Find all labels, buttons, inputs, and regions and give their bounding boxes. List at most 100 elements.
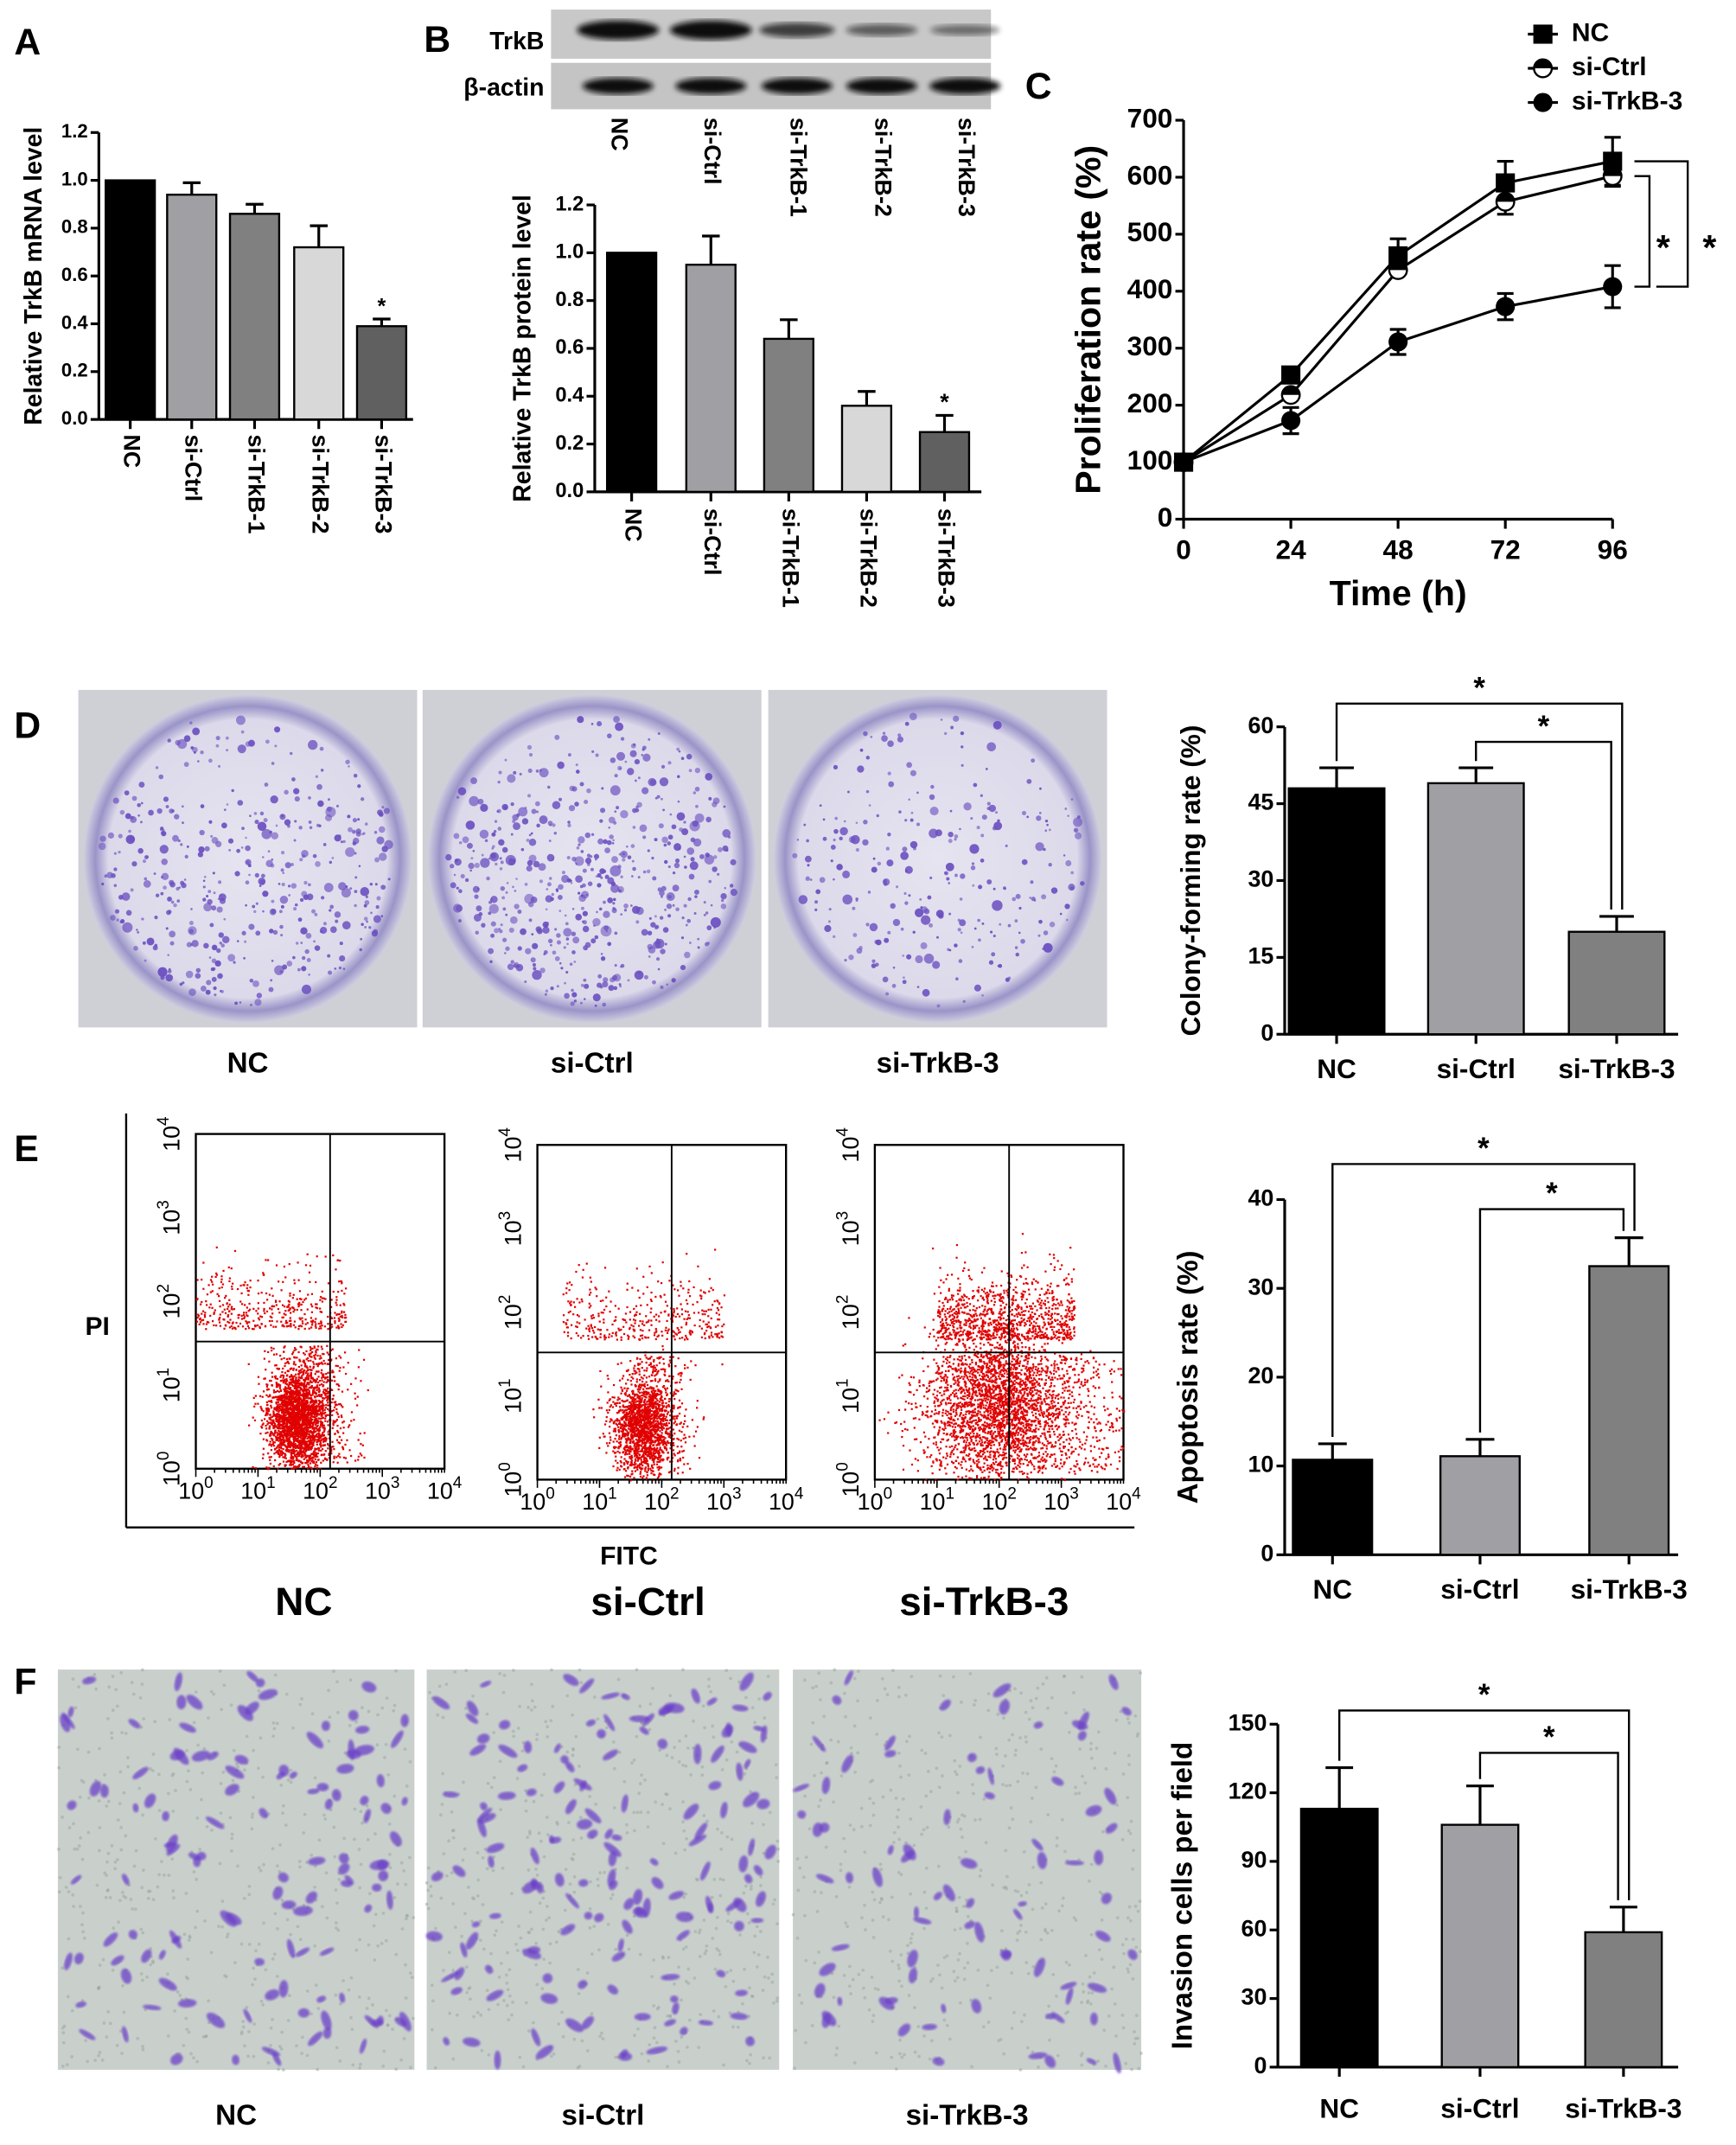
event-dot [321,1425,323,1427]
event-dot [309,1355,311,1357]
event-dot [276,1408,279,1411]
colony [558,961,562,965]
event-dot [278,1390,280,1393]
bar [1426,782,1525,1036]
event-dot [290,1323,292,1325]
colony [294,795,300,802]
colony [834,816,839,820]
colony [661,797,663,801]
colony [612,902,616,905]
event-dot [282,1433,284,1436]
colony [792,852,798,859]
event-dot [215,1325,218,1327]
colony [1064,808,1068,810]
event-dot [202,1287,205,1290]
tick-exponent: 3 [391,1474,400,1492]
event-dot [321,1369,323,1371]
event-dot [344,1313,347,1317]
colony [623,903,629,909]
event-dot [263,1357,265,1360]
event-dot [332,1424,335,1427]
event-dot [303,1327,306,1331]
colony [154,943,158,948]
blot-row-label-actin: β-actin [463,74,544,102]
colony [200,750,204,755]
data-point-fill [1496,193,1515,202]
event-dot [319,1355,322,1357]
event-dot [335,1401,337,1403]
colony [571,931,577,936]
event-dot [310,1369,313,1372]
event-dot [264,1312,266,1315]
event-dot [284,1393,286,1395]
y-tick-label: 15 [1248,942,1273,968]
y-tick-label: 0.8 [555,289,584,311]
colony [584,983,590,989]
colony [1065,859,1072,866]
event-dot [270,1437,272,1440]
event-dot [273,1433,276,1435]
event-dot [311,1443,315,1446]
x-tick-label: si-TrkB-1 [777,508,803,608]
event-dot [286,1439,289,1441]
event-dot [303,1363,307,1365]
colony [603,839,608,845]
event-dot [284,1313,287,1316]
event-dot [311,1439,314,1441]
event-dot [226,1302,228,1306]
event-dot [303,1433,306,1437]
event-dot [290,1403,293,1406]
event-dot [309,1413,311,1415]
colony [253,812,258,815]
colony [214,960,221,967]
colony [1063,854,1066,857]
event-dot [338,1442,341,1445]
event-dot [271,1432,273,1434]
colony [269,830,273,834]
event-dot [289,1376,291,1378]
event-dot [202,1323,205,1325]
event-dot [292,1395,295,1397]
event-dot [285,1395,288,1398]
event-dot [322,1427,324,1429]
event-dot [273,1434,276,1437]
event-dot [205,1323,208,1325]
event-dot [278,1450,282,1452]
event-dot [317,1447,321,1450]
event-dot [263,1310,265,1312]
colony [796,838,800,841]
event-dot [275,1264,278,1267]
event-dot [309,1434,312,1437]
event-dot [309,1280,311,1283]
event-dot [311,1426,314,1428]
event-dot [271,1384,274,1387]
colony [885,846,890,851]
comparison-bracket [1335,702,1624,910]
event-dot [284,1345,286,1348]
colony [154,916,158,920]
colony [191,940,199,948]
event-dot [290,1312,292,1314]
colony [656,938,660,942]
colony [582,868,587,873]
colony [198,846,205,853]
bar [105,179,156,421]
event-dot [292,1379,295,1382]
colony [663,843,667,847]
event-dot [199,1318,201,1321]
event-dot [303,1427,305,1430]
event-dot [318,1395,321,1397]
event-dot [287,1395,290,1398]
colony [322,922,328,926]
event-dot [297,1382,299,1385]
colony [280,934,284,937]
event-dot [662,1435,665,1439]
event-dot [283,1404,285,1407]
event-dot [310,1320,313,1323]
colony [355,831,361,837]
event-dot [288,1263,290,1266]
event-dot [317,1417,320,1420]
event-dot [283,1388,285,1390]
colony [500,886,506,891]
event-dot [281,1395,284,1398]
